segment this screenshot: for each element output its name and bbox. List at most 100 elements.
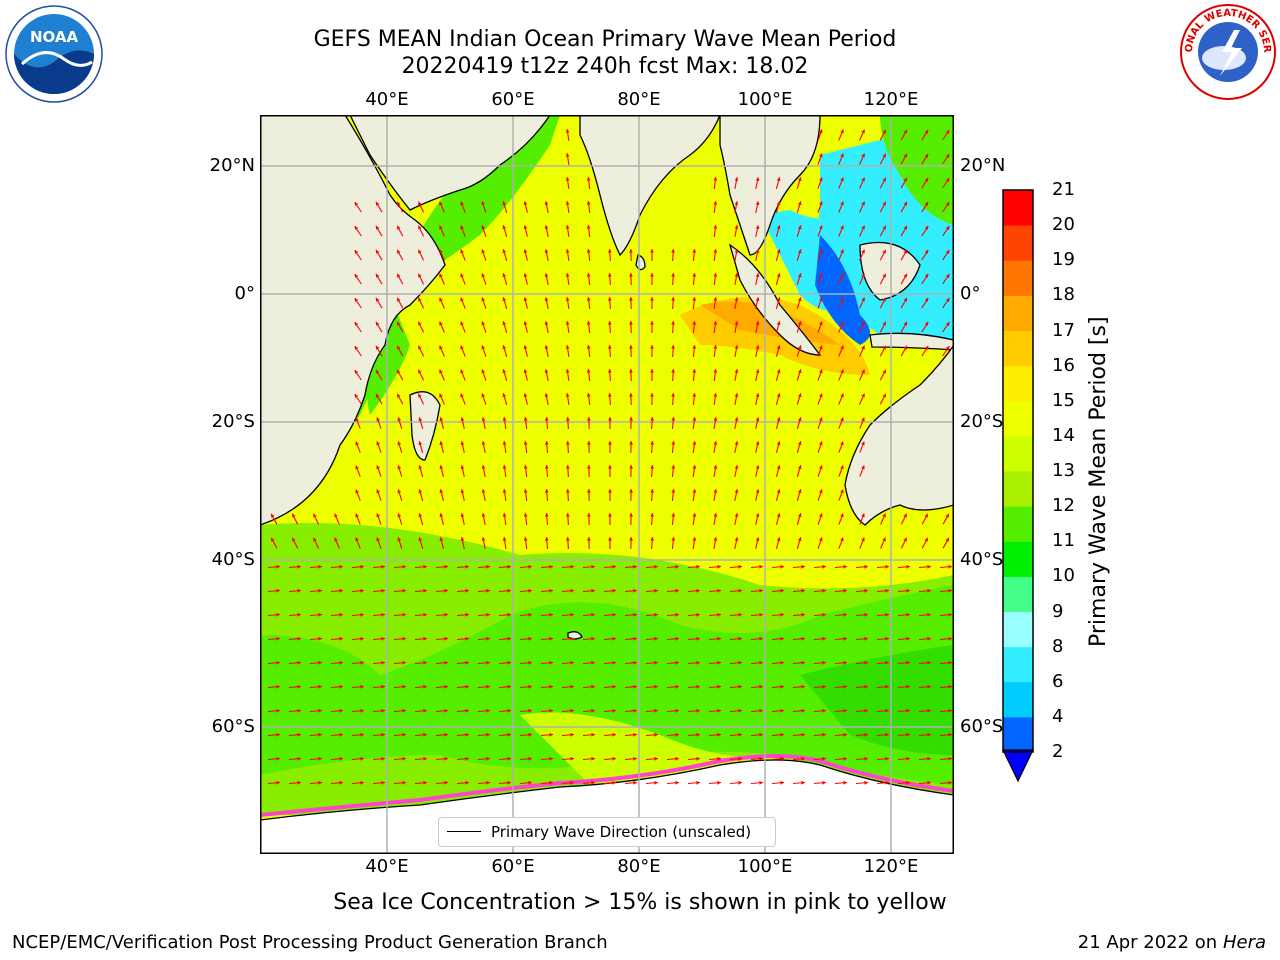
wave-arrow-head xyxy=(502,513,507,517)
wave-arrow-head xyxy=(903,273,907,278)
wave-arrow-head xyxy=(927,780,931,785)
wave-arrow-head xyxy=(755,321,760,325)
wave-arrow-head xyxy=(360,660,364,665)
wave-arrow-head xyxy=(948,612,952,617)
wave-arrow-head xyxy=(882,537,886,542)
lon-tick-top-60: 60°E xyxy=(491,89,535,110)
wave-arrow-head xyxy=(713,489,718,493)
wave-arrow-head xyxy=(375,249,380,254)
lat-tick-left-0: 0° xyxy=(234,283,255,304)
wave-arrow-head xyxy=(297,756,301,761)
wave-arrow-head xyxy=(481,537,486,541)
wave-arrow-head xyxy=(481,297,485,302)
wave-arrow-head xyxy=(780,612,784,617)
wave-arrow-head xyxy=(780,684,784,689)
wave-arrow-head xyxy=(945,130,950,134)
colorbar-band xyxy=(1003,435,1033,472)
wave-arrow-head xyxy=(797,345,802,350)
wave-arrow-head xyxy=(776,177,781,182)
madagascar xyxy=(409,391,441,461)
wave-arrow-head xyxy=(612,612,616,617)
wave-arrow-head xyxy=(502,369,507,374)
wave-arrow-head xyxy=(607,297,612,301)
wave-arrow-head xyxy=(843,660,847,665)
wave-arrow-head xyxy=(671,537,676,541)
wave-arrow-head xyxy=(671,345,675,349)
wave-arrow-head xyxy=(339,756,343,761)
wave-arrow-head xyxy=(502,249,507,254)
wave-arrow-head xyxy=(375,297,380,302)
wave-arrow-head xyxy=(692,441,697,445)
wave-arrow-head xyxy=(776,393,781,398)
wave-arrow-head xyxy=(633,684,637,689)
wave-arrow-head xyxy=(439,441,444,446)
wave-arrow-head xyxy=(675,612,679,617)
wave-arrow-head xyxy=(375,201,380,206)
wave-arrow-head xyxy=(650,513,655,517)
wave-arrow-head xyxy=(486,756,490,761)
wave-arrow-head xyxy=(696,684,700,689)
wave-arrow-head xyxy=(528,732,532,737)
colorbar-band xyxy=(1003,295,1033,331)
wave-arrow-head xyxy=(481,393,485,398)
wave-arrow-head xyxy=(822,612,826,617)
wave-arrow-head xyxy=(397,321,401,326)
wave-arrow-head xyxy=(313,537,317,542)
wave-arrow-head xyxy=(650,297,654,301)
colorbar-tick-label: 18 xyxy=(1052,284,1075,306)
wave-arrow-head xyxy=(297,684,301,689)
wave-arrow-head xyxy=(675,780,679,785)
wave-arrow-head xyxy=(776,297,781,302)
wave-arrow-head xyxy=(523,369,528,373)
wave-arrow-head xyxy=(629,369,633,373)
wave-arrow-head xyxy=(840,177,844,182)
colorbar-tick-label: 2 xyxy=(1052,741,1064,762)
wave-arrow-head xyxy=(840,249,844,254)
wave-arrow-head xyxy=(523,393,528,397)
wave-arrow-head xyxy=(801,708,805,713)
wave-arrow-head xyxy=(650,369,654,373)
wave-arrow-head xyxy=(507,732,511,737)
wave-arrow-head xyxy=(570,732,574,737)
wave-arrow-head xyxy=(528,636,532,641)
wave-arrow-head xyxy=(570,588,574,593)
wave-arrow-head xyxy=(629,489,633,493)
lat-tick-right-20s: 20°S xyxy=(960,411,1004,432)
wave-arrow-head xyxy=(376,489,380,494)
wave-arrow-head xyxy=(780,708,784,713)
wave-arrow-head xyxy=(486,636,490,641)
wave-arrow-head xyxy=(864,756,868,761)
wave-arrow-head xyxy=(339,588,343,593)
footer-date: 21 Apr 2022 on Hera xyxy=(1078,932,1266,953)
wave-arrow-head xyxy=(864,660,868,665)
wave-arrow-head xyxy=(755,225,760,229)
map-legend: Primary Wave Direction (unscaled) xyxy=(438,817,776,847)
wave-arrow-head xyxy=(376,465,380,470)
wave-arrow-head xyxy=(397,489,402,494)
colorbar-band xyxy=(1003,330,1033,367)
wave-arrow-head xyxy=(906,564,910,569)
wave-arrow-head xyxy=(755,489,760,493)
wave-arrow-head xyxy=(864,636,868,641)
wave-arrow-head xyxy=(297,780,301,785)
wave-arrow-head xyxy=(840,153,844,158)
wave-arrow-head xyxy=(523,417,528,421)
wave-arrow-head xyxy=(885,588,889,593)
wave-arrow-head xyxy=(360,780,364,785)
wave-arrow-head xyxy=(507,708,511,713)
wave-arrow-head xyxy=(544,537,549,541)
wave-arrow-head xyxy=(692,273,697,277)
wave-arrow-head xyxy=(629,321,633,325)
wave-arrow-head xyxy=(612,684,616,689)
wave-arrow-head xyxy=(948,732,952,737)
wave-arrow-head xyxy=(822,588,826,593)
wave-arrow-head xyxy=(861,345,865,350)
wave-arrow-head xyxy=(840,417,844,422)
wave-arrow-head xyxy=(481,465,486,469)
wave-arrow-head xyxy=(903,153,907,158)
wave-arrow-head xyxy=(840,129,844,134)
wave-arrow-head xyxy=(629,417,633,421)
wave-arrow-head xyxy=(780,636,784,641)
wave-arrow-head xyxy=(465,564,469,569)
wave-arrow-head xyxy=(565,177,570,181)
